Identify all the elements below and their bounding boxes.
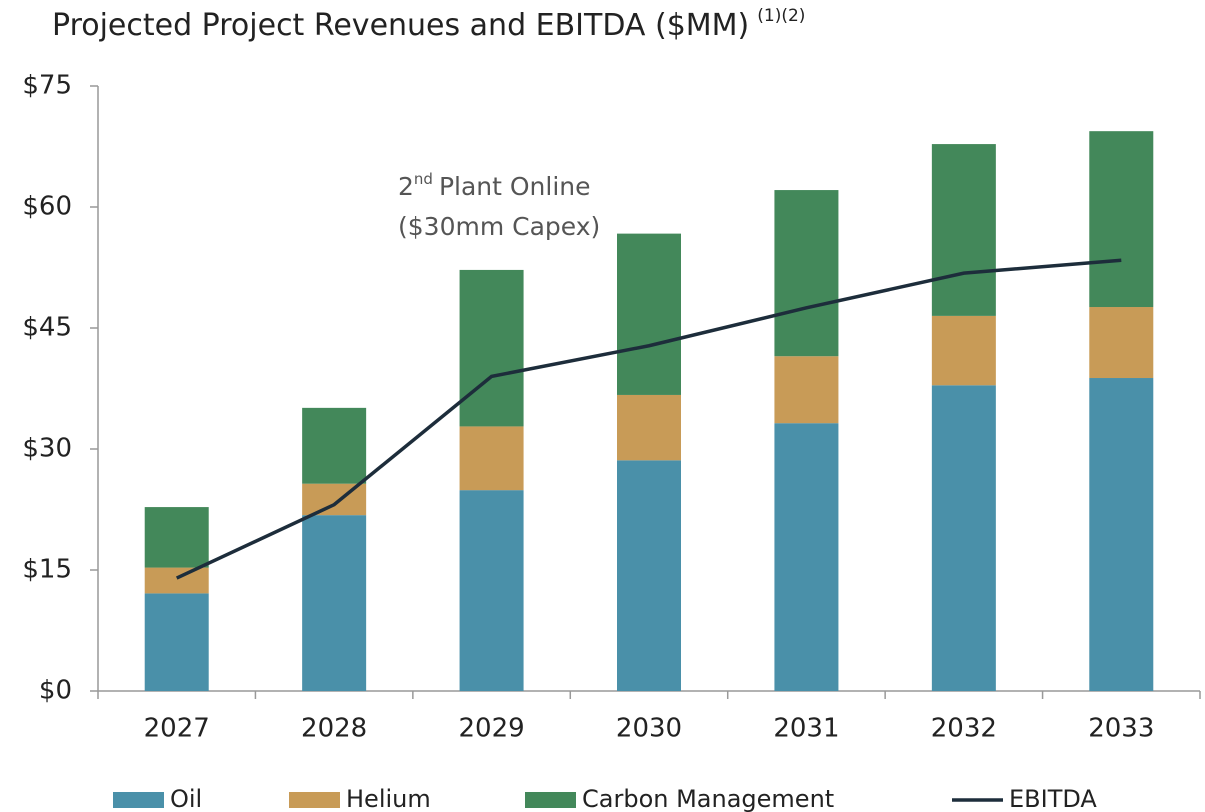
annotation-line: ($30mm Capex)	[398, 212, 600, 241]
title-text: Projected Project Revenues and EBITDA ($…	[52, 8, 749, 43]
bar-segment	[617, 233, 681, 395]
x-tick-label: 2030	[616, 714, 682, 744]
bar-segment	[1089, 131, 1154, 308]
annotation: 2nd Plant Online	[398, 170, 591, 202]
title-note: (1)(2)	[757, 6, 805, 26]
x-tick-label: 2027	[144, 714, 210, 744]
bar-segment	[302, 407, 367, 484]
x-tick-label: 2032	[931, 714, 997, 744]
legend-label: Oil	[170, 785, 202, 812]
bar-segment	[617, 460, 681, 691]
x-tick-label: 2028	[301, 714, 367, 744]
legend-swatch	[525, 792, 576, 808]
bar-segment	[774, 190, 839, 357]
y-tick-label: $75	[22, 71, 72, 101]
x-tick-label: 2033	[1088, 714, 1154, 744]
bar-segment	[774, 423, 839, 691]
y-tick-label: $0	[39, 676, 72, 706]
legend-label: Carbon Management	[582, 785, 834, 812]
chart-title: Projected Project Revenues and EBITDA ($…	[52, 6, 805, 43]
line	[175, 258, 1122, 580]
y-tick-label: $45	[22, 313, 72, 343]
y-tick-label: $60	[22, 192, 72, 222]
bar-segment	[1089, 378, 1154, 691]
legend-label: EBITDA	[1009, 785, 1097, 812]
legend-swatch	[289, 792, 340, 808]
x-tick-label: 2029	[458, 714, 524, 744]
bar-segment	[1089, 307, 1154, 379]
bar-segment	[617, 394, 681, 461]
legend-label: Helium	[346, 785, 431, 812]
bar-segment	[459, 269, 524, 427]
bar-segment	[931, 385, 996, 691]
legend-swatch	[113, 792, 164, 808]
bar-segment	[459, 490, 524, 691]
y-tick-label: $30	[22, 434, 72, 464]
annotation-number: 2	[398, 172, 414, 201]
bar-segment	[931, 315, 996, 386]
y-tick-label: $15	[22, 555, 72, 585]
bar-segment	[144, 593, 209, 691]
bar-segment	[774, 356, 839, 424]
bar-segment	[144, 507, 209, 568]
bar-segment	[144, 567, 209, 594]
annotation-suffix: nd	[414, 170, 433, 188]
bar-segment	[459, 426, 524, 491]
annotation-text: Plant Online	[439, 172, 591, 201]
bar-segment	[302, 515, 367, 691]
bar-segment	[931, 144, 996, 316]
x-tick-label: 2031	[773, 714, 839, 744]
